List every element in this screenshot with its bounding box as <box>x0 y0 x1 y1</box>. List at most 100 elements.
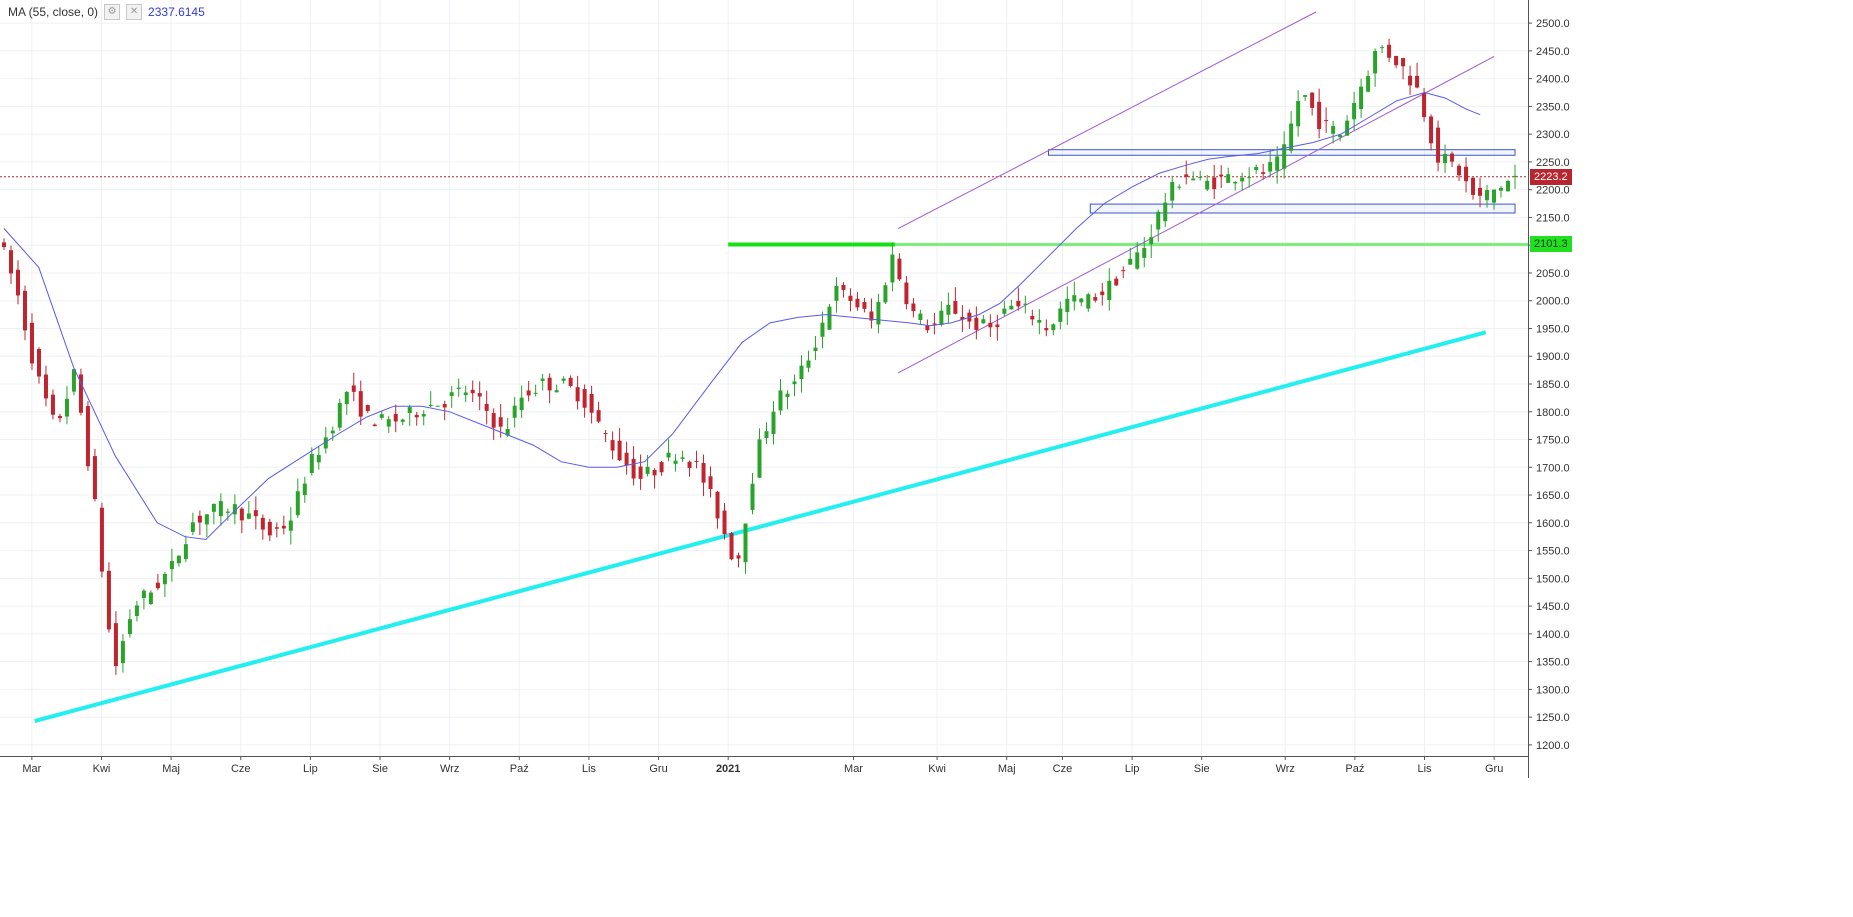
candle-up <box>64 398 69 417</box>
price-zone <box>1047 149 1516 156</box>
candle-up <box>302 483 307 496</box>
x-tick-label: Mar <box>844 763 863 775</box>
x-tick-label: Sie <box>372 763 388 775</box>
y-tick-label: 1400.0 <box>1536 629 1570 641</box>
candle-up <box>883 285 888 303</box>
candle-down <box>953 301 958 314</box>
x-tick-label: Gru <box>649 763 667 775</box>
candle-down <box>1317 101 1322 130</box>
y-tick-label: 1500.0 <box>1536 573 1570 585</box>
candle-up <box>750 483 755 510</box>
candle-down <box>267 521 272 536</box>
trend-line <box>34 330 1487 723</box>
candle-up <box>1485 190 1490 201</box>
candle-down <box>351 385 356 392</box>
y-tick-label: 2350.0 <box>1536 101 1570 113</box>
legend-label: MA (55, close, 0) <box>8 5 99 19</box>
candle-up <box>176 555 181 564</box>
moving-average-line <box>3 91 1481 541</box>
candle-down <box>869 311 874 321</box>
candle-up <box>1359 86 1364 110</box>
level-price-tag: 2101.3 <box>1530 236 1572 253</box>
candle-up <box>561 378 566 381</box>
x-tick-label: Kwi <box>928 763 946 775</box>
candle-down <box>1394 55 1399 66</box>
x-tick-label: Maj <box>998 763 1016 775</box>
candle-up <box>1233 181 1238 184</box>
candle-down <box>414 414 419 418</box>
candle-down <box>715 491 720 519</box>
candle-up <box>1079 298 1084 303</box>
candle-up <box>1289 123 1294 151</box>
candle-up <box>680 457 685 459</box>
candle-down <box>1114 278 1119 286</box>
candle-down <box>925 325 930 331</box>
candle-up <box>533 392 538 394</box>
x-tick-label: Paź <box>1345 763 1364 775</box>
settings-icon[interactable]: ⚙ <box>104 4 121 20</box>
candle-down <box>862 302 867 309</box>
candle-down <box>1310 92 1315 108</box>
candle-up <box>71 369 76 392</box>
candle-down <box>1422 93 1427 118</box>
y-tick-label: 1600.0 <box>1536 518 1570 530</box>
candle-up <box>337 403 342 428</box>
candle-down <box>694 460 699 462</box>
x-tick-label: Sie <box>1194 763 1210 775</box>
candle-down <box>526 390 531 396</box>
candle-up <box>645 466 650 474</box>
last-price-tag: 2223.2 <box>1530 168 1572 185</box>
x-tick-label: Lis <box>582 763 597 775</box>
candle-up <box>1107 280 1112 301</box>
candle-up <box>743 523 748 563</box>
candle-up <box>505 429 510 436</box>
candle-down <box>491 413 496 428</box>
candle-up <box>204 514 209 525</box>
candle-down <box>568 377 573 386</box>
close-icon[interactable]: ✕ <box>126 4 143 20</box>
candle-down <box>911 303 916 312</box>
candle-down <box>995 324 1000 328</box>
candle-down <box>1100 291 1105 296</box>
candle-up <box>1282 144 1287 169</box>
y-tick-label: 1550.0 <box>1536 546 1570 558</box>
candle-down <box>1324 120 1329 122</box>
candle-up <box>1352 102 1357 120</box>
candle-down <box>239 508 244 521</box>
y-tick-label: 1250.0 <box>1536 712 1570 724</box>
candle-down <box>1093 297 1098 301</box>
candle-up <box>778 390 783 411</box>
candle-down <box>393 413 398 422</box>
candle-up <box>225 511 230 513</box>
candle-up <box>1513 175 1518 177</box>
candle-up <box>246 513 251 519</box>
candle-up <box>792 381 797 385</box>
candle-up <box>1380 47 1385 49</box>
candle-up <box>190 522 195 532</box>
candle-down <box>610 440 615 451</box>
candle-up <box>827 306 832 330</box>
candle-down <box>470 389 475 394</box>
y-tick-label: 2500.0 <box>1536 18 1570 30</box>
candle-up <box>1128 258 1133 265</box>
candle-up <box>1492 189 1497 203</box>
candle-down <box>729 533 734 560</box>
candle-down <box>197 515 202 523</box>
candle-down <box>113 623 118 667</box>
y-tick-label: 1950.0 <box>1536 323 1570 335</box>
candle-up <box>1163 202 1168 222</box>
candle-down <box>8 250 13 274</box>
candle-down <box>1261 172 1266 174</box>
candle-down <box>36 348 41 377</box>
candle-down <box>253 510 258 517</box>
x-tick-label: Lis <box>1417 763 1432 775</box>
candle-up <box>330 430 335 434</box>
candle-down <box>722 510 727 535</box>
candle-down <box>932 323 937 325</box>
candle-down <box>547 377 552 391</box>
candle-up <box>834 285 839 301</box>
x-tick-label: Paź <box>510 763 529 775</box>
candle-up <box>449 392 454 396</box>
